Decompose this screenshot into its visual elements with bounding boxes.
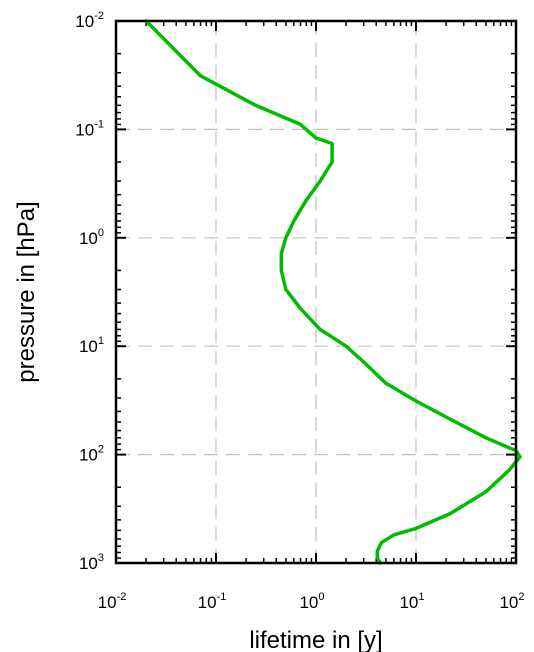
y-tick-label: 10-1 (75, 118, 104, 139)
y-tick-label: 102 (79, 444, 104, 465)
series-group (144, 19, 522, 565)
x-tick-label: 102 (499, 591, 524, 612)
plot-frame (114, 19, 518, 565)
grid (116, 21, 516, 563)
y-tick-label: 100 (79, 227, 104, 248)
x-axis-title: lifetime in [y] (249, 627, 382, 652)
x-tick-label: 100 (299, 591, 324, 612)
x-tick-label: 10-1 (198, 591, 227, 612)
x-tick-label: 101 (399, 591, 424, 612)
x-tick-labels: 10-2 10-1 100 101 102 (98, 591, 525, 612)
y-tick-labels: 10-2 10-1 100 101 102 103 (75, 10, 104, 573)
y-tick-label: 10-2 (75, 10, 104, 31)
x-tick-label: 10-2 (98, 591, 127, 612)
y-axis-title: pressure in [hPa] (13, 201, 40, 382)
y-tick-label: 101 (79, 335, 104, 356)
y-tick-label: 103 (79, 552, 104, 573)
series-line-0 (144, 19, 522, 565)
